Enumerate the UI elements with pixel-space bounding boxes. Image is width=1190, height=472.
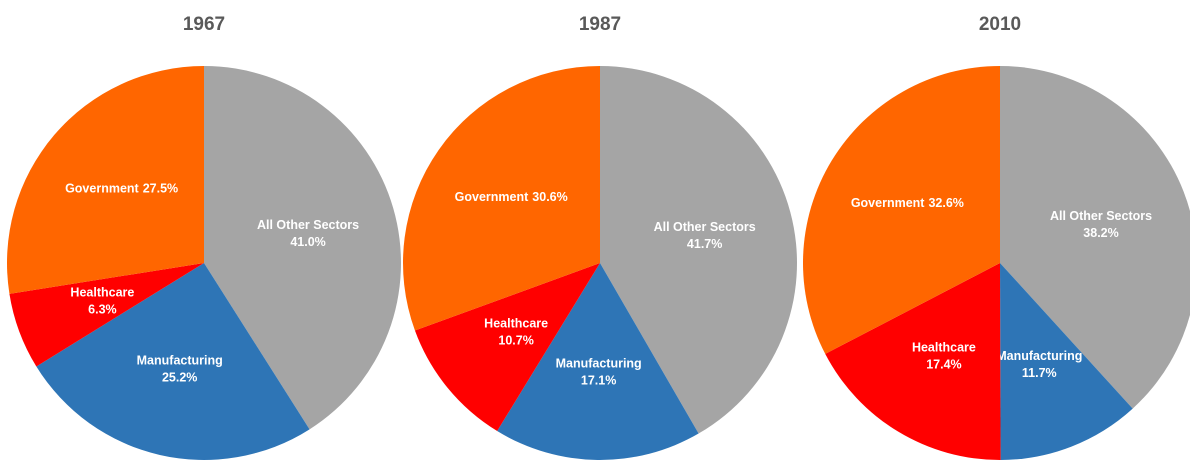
label-category: Government bbox=[65, 182, 139, 196]
data-label: Healthcare 6.3% bbox=[70, 286, 134, 317]
label-category: Manufacturing bbox=[137, 354, 223, 368]
label-value: 6.3% bbox=[88, 303, 117, 317]
label-category: Healthcare bbox=[912, 341, 976, 355]
pie-slice bbox=[403, 66, 600, 331]
pie-slice bbox=[825, 263, 1001, 460]
data-label: Manufacturing 25.2% bbox=[137, 354, 223, 385]
label-value: 11.7% bbox=[1022, 366, 1057, 380]
pie-slice bbox=[9, 263, 204, 367]
data-label: Manufacturing 11.7% bbox=[996, 349, 1082, 380]
label-value: 17.1% bbox=[581, 373, 616, 387]
chart-title: 1987 bbox=[579, 14, 621, 35]
label-value: 27.5% bbox=[143, 182, 178, 196]
label-value: 17.4% bbox=[926, 358, 961, 372]
label-category: Government bbox=[455, 190, 529, 204]
data-label: All Other Sectors 38.2% bbox=[1050, 209, 1152, 240]
label-category: All Other Sectors bbox=[1050, 209, 1152, 223]
data-label: Government 27.5% bbox=[65, 182, 178, 196]
pie-slice bbox=[497, 263, 699, 460]
pie-slice bbox=[1000, 263, 1133, 460]
label-value: 38.2% bbox=[1083, 226, 1118, 240]
data-label: All Other Sectors 41.7% bbox=[654, 220, 756, 251]
pie-slice bbox=[414, 263, 600, 432]
label-category: Government bbox=[851, 196, 925, 210]
label-value: 41.0% bbox=[290, 235, 325, 249]
label-category: Healthcare bbox=[70, 286, 134, 300]
label-value: 32.6% bbox=[928, 196, 963, 210]
pie-slice bbox=[1000, 66, 1190, 409]
label-value: 25.2% bbox=[162, 371, 197, 385]
pie-slice bbox=[204, 66, 402, 430]
label-category: Manufacturing bbox=[996, 349, 1082, 363]
label-category: Healthcare bbox=[484, 317, 548, 331]
label-value: 10.7% bbox=[498, 334, 533, 348]
pie-slice bbox=[803, 66, 1000, 354]
label-value: 41.7% bbox=[687, 237, 722, 251]
data-label: Healthcare 17.4% bbox=[912, 341, 976, 372]
chart-title: 2010 bbox=[979, 14, 1021, 35]
data-label: Government 32.6% bbox=[851, 196, 964, 210]
pie-slice bbox=[6, 66, 204, 294]
label-category: All Other Sectors bbox=[654, 220, 756, 234]
label-category: All Other Sectors bbox=[257, 218, 359, 232]
pie-slice bbox=[36, 263, 310, 460]
pie-slice bbox=[600, 66, 797, 434]
data-label: Healthcare 10.7% bbox=[484, 317, 548, 348]
data-label: All Other Sectors 41.0% bbox=[257, 218, 359, 249]
data-label: Government 30.6% bbox=[455, 190, 568, 204]
label-category: Manufacturing bbox=[556, 356, 642, 370]
label-value: 30.6% bbox=[532, 190, 567, 204]
data-label: Manufacturing 17.1% bbox=[556, 356, 642, 387]
chart-title: 1967 bbox=[183, 14, 225, 35]
